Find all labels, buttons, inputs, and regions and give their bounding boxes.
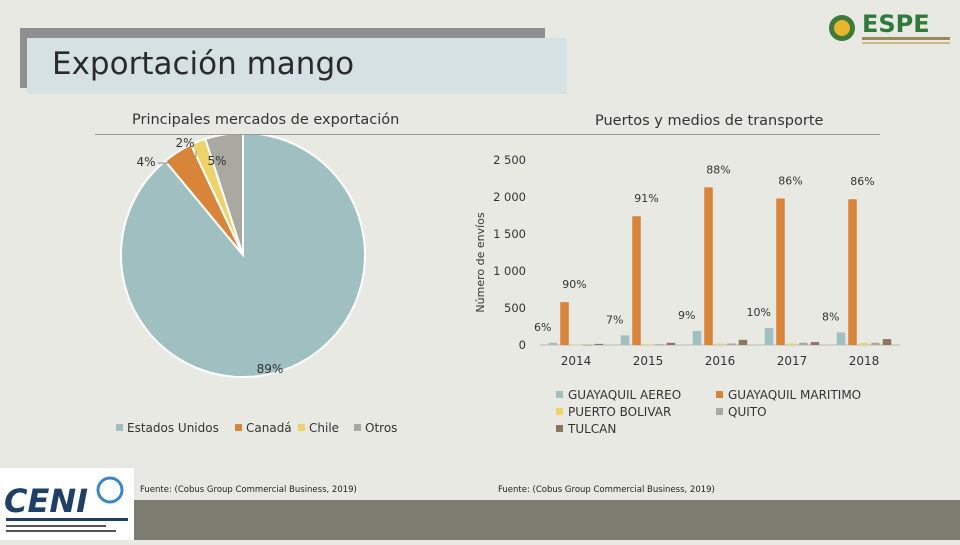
- pie-label-chile: 2%: [175, 136, 194, 150]
- annotation-maritimo-2017: 86%: [778, 174, 802, 187]
- bar-quito-2015: [655, 344, 664, 346]
- bar-quito-2014: [583, 344, 592, 346]
- legend-label-otros: Otros: [365, 421, 397, 435]
- y-tick-label: 1 000: [493, 264, 526, 278]
- annotation-maritimo-2014: 90%: [562, 278, 586, 291]
- bar-tulcan-2018: [882, 339, 892, 345]
- y-tick-label: 1 500: [493, 227, 526, 241]
- legend-label-canad-: Canadá: [246, 421, 292, 435]
- annotation-maritimo-2018: 86%: [850, 175, 874, 188]
- legend-swatch-guayaquil-aereo: [556, 391, 563, 398]
- x-tick-label: 2015: [633, 354, 664, 368]
- annotation-aereo-2014: 6%: [534, 321, 551, 334]
- pie-chart: 89% 4% 2% 5% Estados Unidos Canadá Chile Otros: [116, 135, 397, 435]
- bar-tulcan-2015: [666, 342, 676, 345]
- ceni-logo: CENI: [0, 468, 134, 540]
- x-tick-label: 2014: [561, 354, 592, 368]
- page-title: Exportación mango: [52, 46, 355, 82]
- y-tick-label: 2 000: [493, 190, 526, 204]
- y-axis-label: Número de envíos: [474, 212, 487, 312]
- bar-chart: Número de envíos 0 500 1 000 1 500 2 000 2 500…: [474, 153, 900, 436]
- legend-label-guayaquil-aereo: GUAYAQUIL AEREO: [568, 388, 681, 402]
- bar-puerto-bolivar-2016: [715, 343, 725, 345]
- bar-guayaquil-maritimo-2016: [704, 187, 713, 345]
- bar-quito-2017: [799, 342, 808, 345]
- y-tick-label: 500: [504, 301, 526, 315]
- annotation-aereo-2015: 7%: [606, 313, 623, 326]
- bar-tulcan-2016: [738, 339, 748, 345]
- bar-chart-title: Puertos y medios de transporte: [595, 113, 824, 129]
- bar-tulcan-2017: [810, 342, 820, 345]
- pie-label-estados-unidos: 89%: [257, 362, 284, 376]
- legend-label-quito: QUITO: [728, 405, 767, 419]
- pie-chart-title: Principales mercados de exportación: [132, 112, 400, 128]
- x-tick-label: 2016: [705, 354, 736, 368]
- legend-label-tulcan: TULCAN: [567, 422, 616, 436]
- bar-guayaquil-maritimo-2014: [560, 302, 569, 345]
- x-tick-label: 2018: [849, 354, 880, 368]
- bar-puerto-bolivar-2014: [571, 344, 581, 346]
- bar-guayaquil-aereo-2015: [620, 335, 630, 345]
- section-divider: [95, 134, 880, 135]
- title-box: [27, 38, 567, 94]
- legend-swatch-otros: [354, 424, 361, 431]
- bar-guayaquil-aereo-2018: [836, 332, 846, 345]
- bar-quito-2016: [727, 343, 736, 345]
- x-tick-label: 2017: [777, 354, 808, 368]
- bar-guayaquil-aereo-2017: [764, 327, 774, 345]
- bar-puerto-bolivar-2017: [787, 343, 797, 345]
- bar-guayaquil-maritimo-2018: [848, 199, 857, 345]
- legend-swatch-canad-: [235, 424, 242, 431]
- annotation-maritimo-2015: 91%: [634, 192, 658, 205]
- espe-logo-text: ESPE: [862, 10, 930, 38]
- legend-label-puerto-bolivar: PUERTO BOLIVAR: [568, 405, 671, 419]
- bar-guayaquil-aereo-2016: [692, 330, 702, 345]
- bar-source: Fuente: (Cobus Group Commercial Business…: [498, 485, 715, 495]
- annotation-aereo-2017: 10%: [747, 306, 771, 319]
- legend-swatch-puerto-bolivar: [556, 408, 563, 415]
- bar-guayaquil-maritimo-2015: [632, 216, 641, 345]
- ceni-logo-text: CENI: [4, 482, 88, 520]
- bar-puerto-bolivar-2018: [859, 342, 869, 345]
- y-tick-label: 0: [519, 338, 526, 352]
- pie-source: Fuente: (Cobus Group Commercial Business…: [140, 485, 357, 495]
- annotation-aereo-2018: 8%: [822, 310, 839, 323]
- legend-swatch-chile: [298, 424, 305, 431]
- bar-puerto-bolivar-2015: [643, 344, 653, 346]
- legend-label-estados-unidos: Estados Unidos: [127, 421, 219, 435]
- legend-label-chile: Chile: [309, 421, 339, 435]
- pie-slice-otros: [204, 135, 244, 256]
- globe-icon: [96, 476, 124, 504]
- bar-quito-2018: [871, 342, 880, 345]
- bottom-bar: [0, 500, 960, 540]
- legend-label-guayaquil-maritimo: GUAYAQUIL MARITIMO: [728, 388, 861, 402]
- legend-swatch-quito: [716, 408, 723, 415]
- bar-guayaquil-maritimo-2017: [776, 198, 785, 345]
- pie-slice-estados-unidos: [120, 135, 366, 378]
- pie-label-otros: 5%: [207, 154, 226, 168]
- bar-tulcan-2014: [594, 343, 604, 345]
- legend-swatch-estados-unidos: [116, 424, 123, 431]
- annotation-aereo-2016: 9%: [678, 309, 695, 322]
- legend-swatch-tulcan: [556, 425, 563, 432]
- pie-label-canad-: 4%: [136, 155, 155, 169]
- legend-swatch-guayaquil-maritimo: [716, 391, 723, 398]
- annotation-maritimo-2016: 88%: [706, 163, 730, 176]
- y-tick-label: 2 500: [493, 153, 526, 167]
- espe-logo: ESPE: [829, 10, 950, 44]
- bar-guayaquil-aereo-2014: [548, 342, 558, 345]
